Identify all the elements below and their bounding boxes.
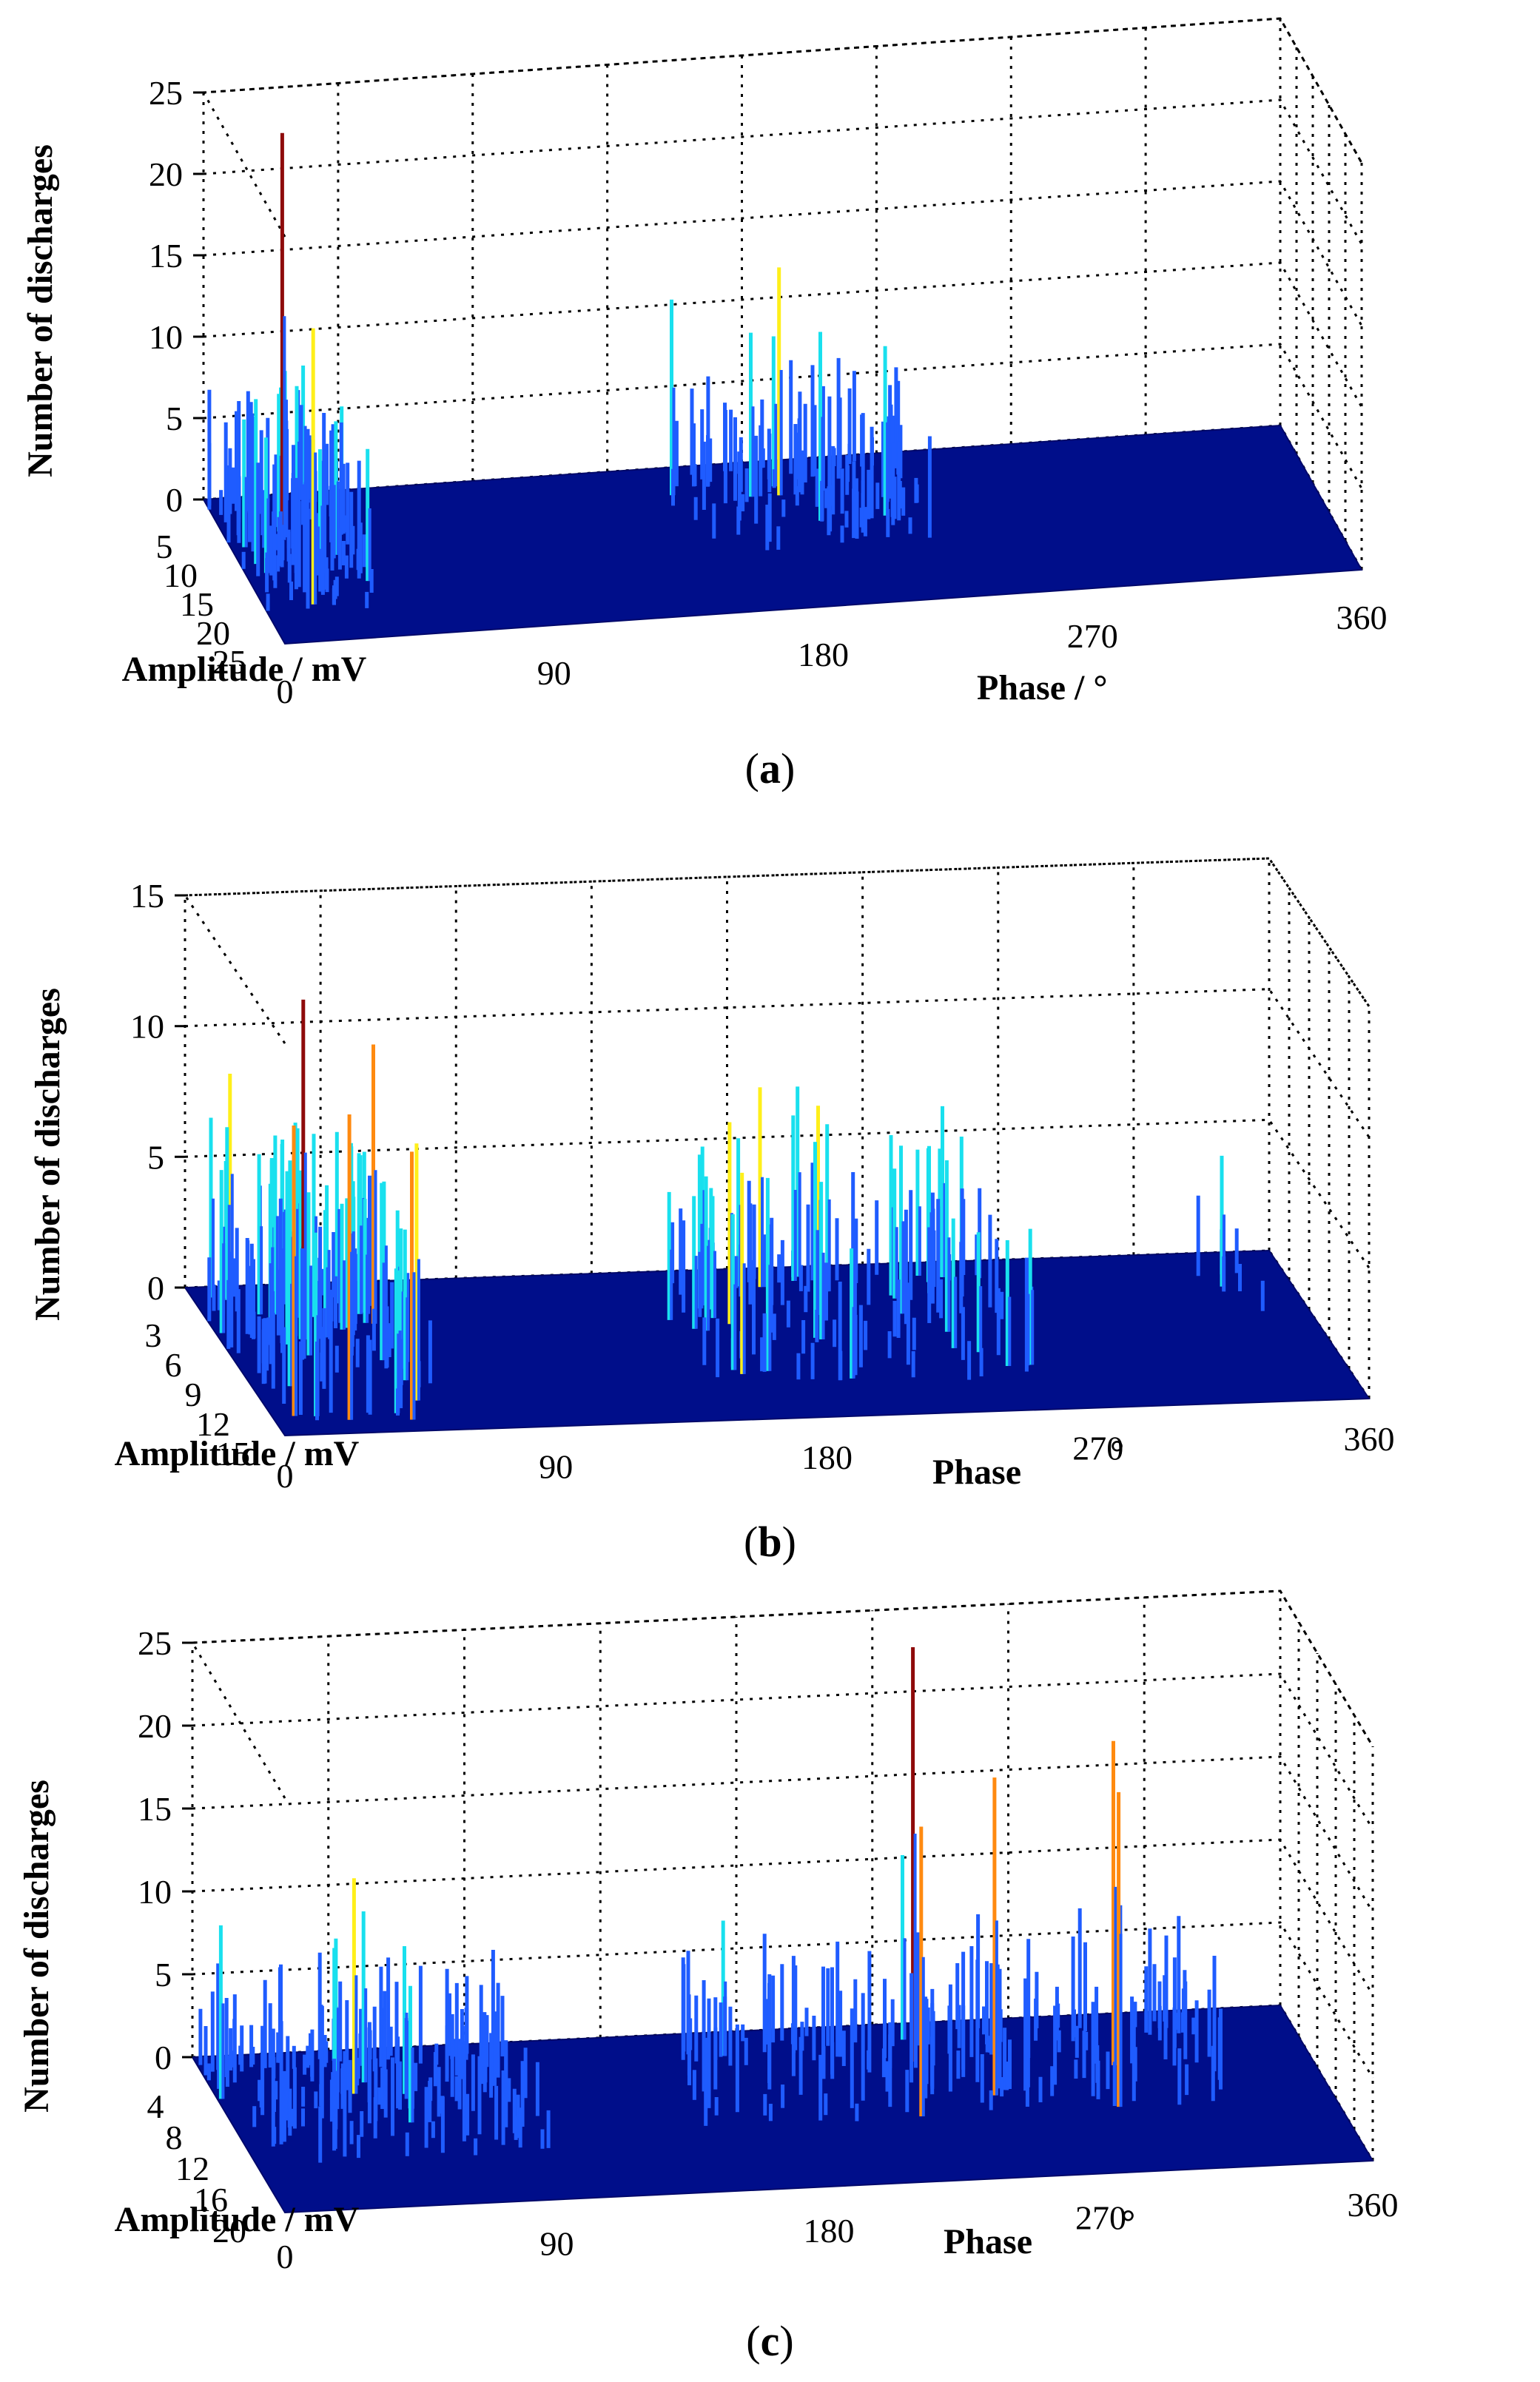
- amplitude-tick-label: 25: [212, 643, 246, 681]
- z-axis-title: Number of discharges: [21, 144, 60, 477]
- amplitude-tick-label: 16: [194, 2181, 228, 2218]
- phase-tick-label: 270: [1075, 2199, 1126, 2237]
- grid-line-z: [184, 857, 1371, 1007]
- amplitude-axis-title: Amplitude / mV: [115, 1434, 360, 1473]
- grid-line-z: [203, 17, 1363, 164]
- z-tick-label: 20: [149, 155, 183, 193]
- floor-plane: [202, 424, 1363, 645]
- amplitude-tick-label: 20: [212, 2212, 246, 2250]
- phase-tick-label: 360: [1348, 2186, 1399, 2224]
- phase-tick-label: 270: [1072, 1430, 1123, 1467]
- z-tick-label: 5: [166, 400, 183, 437]
- phase-tick-label: 90: [539, 1448, 573, 1486]
- phase-tick-label: 180: [804, 2212, 855, 2250]
- z-tick-label: 15: [138, 1790, 172, 1828]
- z-tick-label: 25: [149, 74, 183, 112]
- z-tick-label: 10: [130, 1008, 164, 1046]
- amplitude-tick-label: 4: [147, 2087, 164, 2125]
- phase-tick-label: 180: [798, 636, 849, 673]
- phase-tick-label: 360: [1344, 1420, 1395, 1458]
- phase-tick-label: 0: [277, 673, 294, 710]
- grid-top-edge: [201, 17, 1363, 238]
- caption-letter-b: b: [758, 1518, 782, 1566]
- phase-axis-title: Phase: [932, 1453, 1021, 1492]
- amplitude-axis-title: Amplitude / mV: [115, 2200, 360, 2239]
- phase-tick-label: 90: [540, 2225, 574, 2263]
- discharge-bars: [207, 999, 1265, 1421]
- z-tick-label: 5: [155, 1956, 172, 1994]
- z-tick-label: 0: [166, 481, 183, 519]
- phase-tick-label: 0: [277, 2238, 294, 2275]
- amplitude-tick-label: 10: [164, 556, 198, 594]
- grid-top-edge: [190, 1589, 1374, 1799]
- caption-b: (b): [744, 1518, 796, 1566]
- z-tick-label: 15: [130, 877, 164, 915]
- phase-tick-label: 180: [801, 1439, 853, 1476]
- phase-tick-label: 270: [1067, 617, 1118, 655]
- phase-axis-title: Phase / °: [977, 668, 1108, 707]
- z-tick-label: 20: [138, 1707, 172, 1745]
- amplitude-tick-label: 8: [166, 2119, 183, 2156]
- z-tick-label: 10: [138, 1873, 172, 1911]
- z-tick-label: 0: [155, 2039, 172, 2076]
- z-tick-label: 25: [138, 1624, 172, 1662]
- z-tick-label: 0: [147, 1269, 164, 1307]
- grid-line-z: [184, 1118, 1371, 1269]
- amplitude-tick-label: 12: [175, 2150, 209, 2187]
- caption-letter-a: a: [759, 744, 781, 793]
- amplitude-tick-label: 5: [156, 528, 173, 565]
- grid-line-z: [203, 98, 1363, 245]
- grid-line-z: [192, 1755, 1374, 1913]
- grid-line-z: [184, 988, 1371, 1138]
- z-tick-label: 10: [149, 318, 183, 356]
- floor-surface: [202, 424, 1363, 645]
- z-tick-label: 15: [149, 237, 183, 275]
- z-axis-title: Number of discharges: [28, 988, 67, 1321]
- phase-tick-label: 360: [1336, 599, 1388, 636]
- phase-tick-label: 90: [537, 654, 571, 692]
- caption-a: (a): [744, 744, 796, 793]
- z-tick-label: 5: [147, 1138, 164, 1176]
- grid-top-edge: [183, 857, 1371, 1044]
- phase-tick-label: 0: [277, 1457, 294, 1495]
- caption-c: (c): [746, 2317, 794, 2365]
- grid-line-z: [192, 1921, 1374, 2079]
- z-axis-title: Number of discharges: [17, 1780, 56, 2113]
- phase-axis-degree: °: [1110, 1433, 1124, 1473]
- amplitude-axis-title: Amplitude / mV: [122, 650, 367, 689]
- discharge-bars: [198, 1647, 1223, 2163]
- amplitude-tick-label: 15: [216, 1435, 250, 1473]
- amplitude-tick-label: 3: [145, 1316, 162, 1354]
- grid: [201, 17, 1363, 571]
- amplitude-tick-label: 20: [196, 614, 230, 652]
- grid-line-z: [192, 1672, 1374, 1830]
- grid-line-z: [203, 180, 1363, 326]
- amplitude-tick-label: 15: [180, 585, 214, 623]
- caption-letter-c: c: [760, 2317, 780, 2365]
- discharge-bars: [207, 132, 932, 611]
- amplitude-tick-label: 12: [196, 1405, 230, 1443]
- grid-line-z: [203, 343, 1363, 489]
- phase-axis-degree: °: [1121, 2203, 1135, 2242]
- amplitude-tick-label: 6: [165, 1346, 182, 1384]
- phase-axis-title: Phase: [944, 2222, 1032, 2261]
- grid-line-z: [203, 261, 1363, 408]
- amplitude-tick-label: 9: [185, 1376, 202, 1413]
